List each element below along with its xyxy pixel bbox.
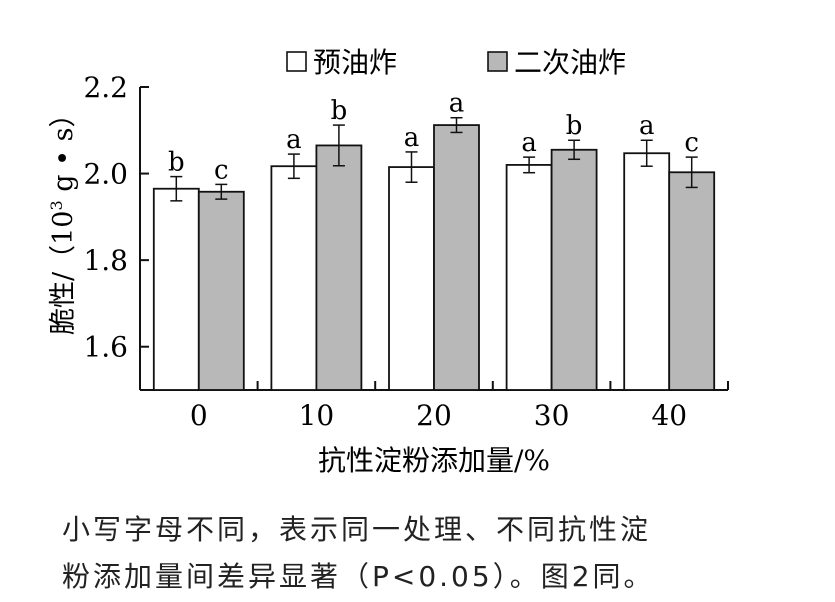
significance-letter: a xyxy=(286,125,302,155)
bar-pre-fry xyxy=(388,166,435,391)
significance-letter: c xyxy=(684,128,699,158)
x-tick-label: 30 xyxy=(534,399,570,432)
significance-letter: b xyxy=(566,111,583,141)
caption-line-2: 粉添加量间差异显著（P<0.05）。图2同。 xyxy=(62,560,655,593)
bar-second-fry xyxy=(668,171,716,391)
x-axis-title: 抗性淀粉添加量/% xyxy=(318,444,550,477)
bar-second-fry xyxy=(197,190,245,391)
y-tick-label: 2.2 xyxy=(83,71,128,104)
bar-second-fry xyxy=(433,124,480,391)
legend-label: 预油炸 xyxy=(313,46,397,79)
significance-letter: b xyxy=(331,96,348,126)
axes: 1.6 1.8 2.0 2.2 0 10 20 30 40 抗性淀粉添加量/% 脆性/（103 g … xyxy=(47,71,729,477)
caption-line-1: 小写字母不同，表示同一处理、不同抗性淀 xyxy=(62,513,652,546)
significance-letter: a xyxy=(449,89,465,119)
bar-pre-fry xyxy=(270,165,318,391)
legend: 预油炸 二次油炸 xyxy=(286,46,626,79)
bar-second-fry xyxy=(315,144,363,391)
bar-second-fry xyxy=(550,148,598,391)
x-tick-label: 0 xyxy=(190,399,208,432)
bar-pre-fry xyxy=(152,187,200,391)
x-tick-label: 10 xyxy=(299,399,335,432)
y-tick-label: 1.8 xyxy=(83,244,128,277)
legend-swatch xyxy=(286,51,307,72)
significance-letter: b xyxy=(168,148,185,178)
y-tick-label: 2.0 xyxy=(83,158,128,191)
significance-letter: a xyxy=(521,128,537,158)
y-axis-title: 脆性/（103 g • s） xyxy=(47,101,79,335)
significance-letter: a xyxy=(639,111,655,141)
bars xyxy=(152,116,716,391)
legend-swatch xyxy=(487,51,508,72)
bar-pre-fry xyxy=(505,164,553,391)
x-tick-label: 20 xyxy=(416,399,452,432)
significance-letter: a xyxy=(404,123,420,153)
bar-chart: 预油炸 二次油炸 1.6 1.8 2.0 2.2 0 10 20 30 40 抗性淀粉添加量/% 脆性… xyxy=(47,46,729,477)
bar-pre-fry xyxy=(623,152,671,391)
significance-letter: c xyxy=(214,155,229,185)
legend-label: 二次油炸 xyxy=(514,46,626,79)
x-tick-label: 40 xyxy=(651,399,687,432)
y-tick-label: 1.6 xyxy=(83,331,128,364)
